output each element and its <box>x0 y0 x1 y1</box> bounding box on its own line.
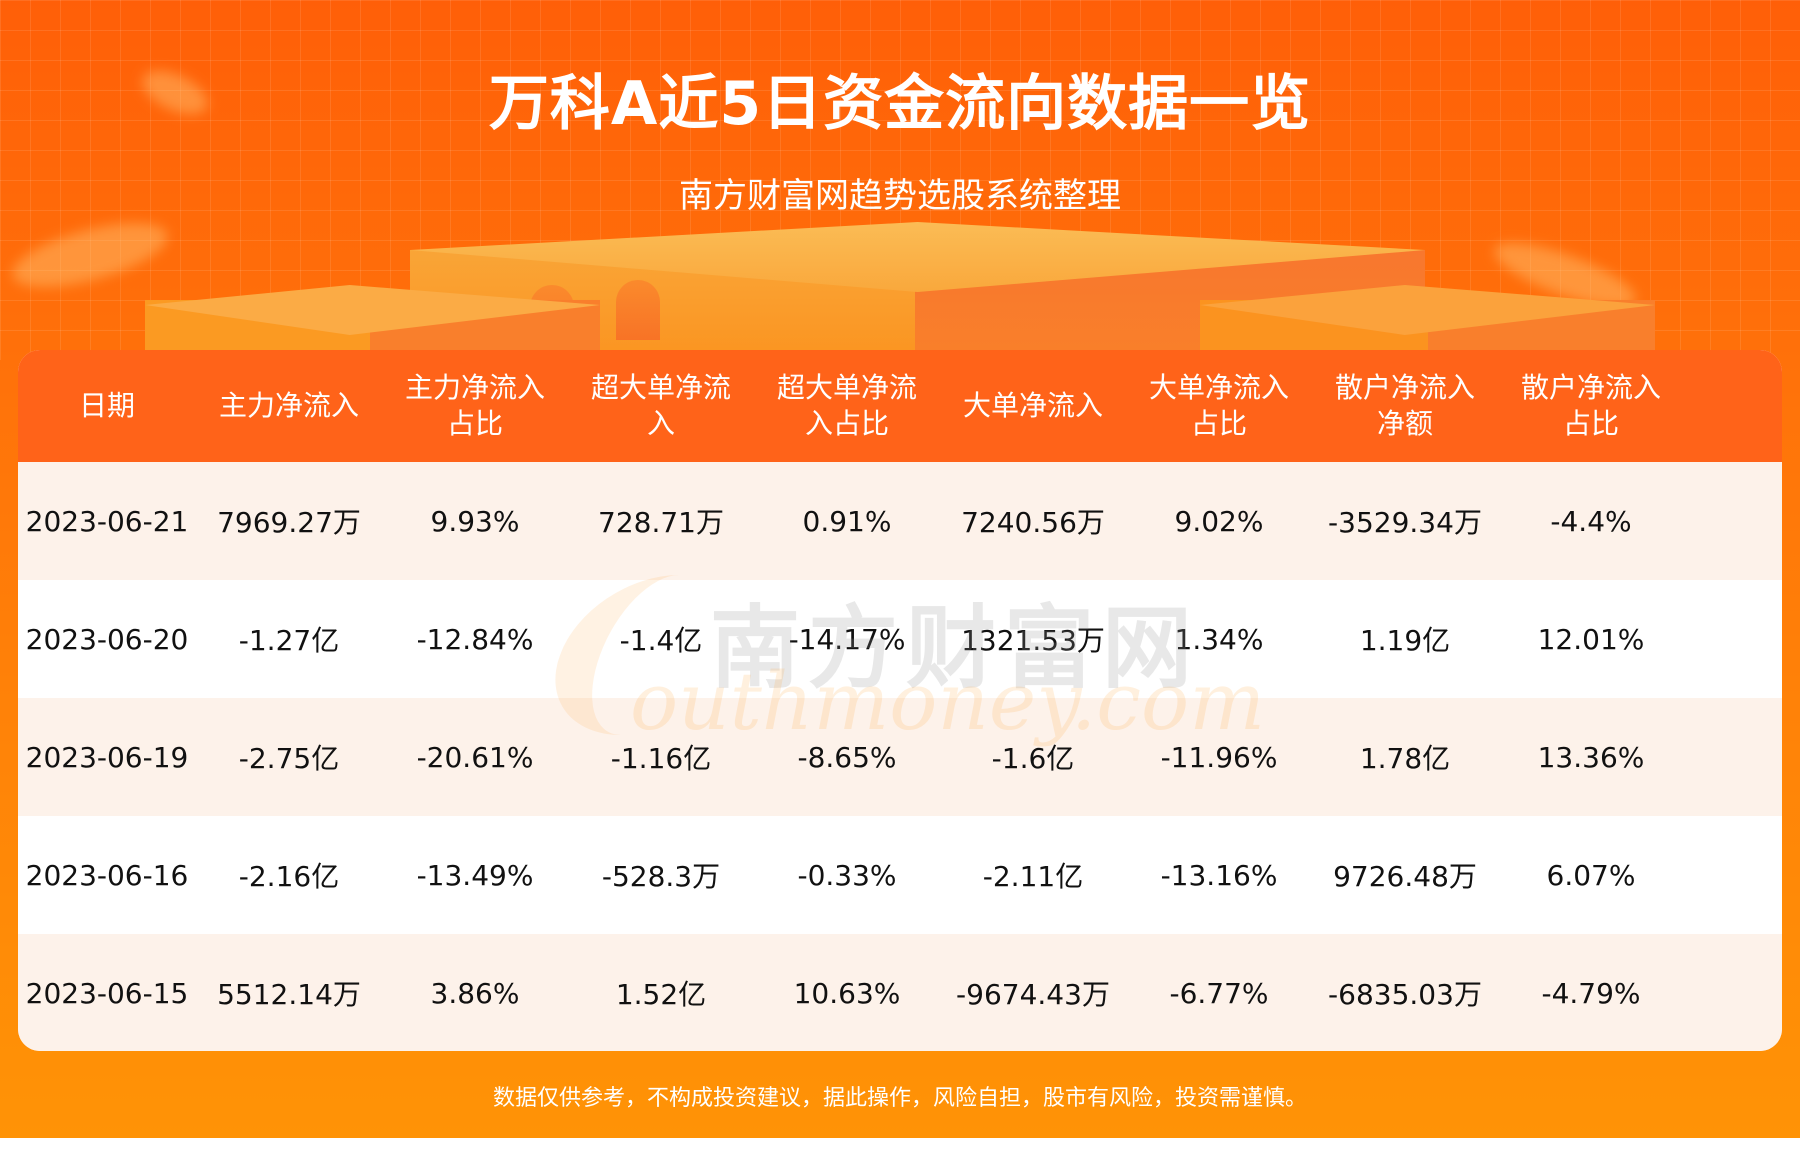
table-row: 2023-06-21 7969.27万 9.93% 728.71万 0.91% … <box>18 462 1782 580</box>
cell-xl-ratio: 10.63% <box>793 976 901 1010</box>
cell-xl-net: -1.4亿 <box>619 624 703 657</box>
page-subtitle: 南方财富网趋势选股系统整理 <box>679 176 1121 216</box>
disclaimer-text: 数据仅供参考，不构成投资建议，据此操作，风险自担，股市有风险，投资需谨慎。 <box>492 1086 1307 1111</box>
cell-large-net: -2.11亿 <box>982 860 1084 893</box>
column-header-large-net: 大单净流入 <box>962 389 1103 422</box>
cell-xl-net: -528.3万 <box>601 860 721 893</box>
cell-retail-net: 1.19亿 <box>1359 624 1451 657</box>
cell-main-ratio: -20.61% <box>416 740 534 774</box>
table-row: 2023-06-20 -1.27亿 -12.84% -1.4亿 -14.17% … <box>18 580 1782 698</box>
cell-retail-ratio: -4.79% <box>1541 976 1641 1010</box>
column-header-date: 日期 <box>78 389 135 422</box>
cell-main-ratio: -13.49% <box>416 858 534 892</box>
cell-large-ratio: 1.34% <box>1174 622 1264 656</box>
cell-date: 2023-06-15 <box>25 976 189 1010</box>
cell-large-ratio: 9.02% <box>1174 504 1264 538</box>
cell-date: 2023-06-21 <box>25 504 189 538</box>
cell-large-net: 1321.53万 <box>961 624 1105 657</box>
cell-main-net: 7969.27万 <box>217 506 361 539</box>
cell-retail-ratio: 6.07% <box>1546 858 1636 892</box>
cell-main-net: -2.16亿 <box>238 860 340 893</box>
cell-retail-net: 9726.48万 <box>1333 860 1477 893</box>
cell-main-ratio: 3.86% <box>430 976 520 1010</box>
cell-large-net: -9674.43万 <box>956 978 1110 1011</box>
cell-date: 2023-06-19 <box>25 740 189 774</box>
cell-xl-net: -1.16亿 <box>610 742 712 775</box>
cell-retail-ratio: 13.36% <box>1537 740 1645 774</box>
arch-decoration <box>616 280 660 340</box>
cell-large-ratio: -13.16% <box>1160 858 1278 892</box>
cell-xl-ratio: -14.17% <box>788 622 906 656</box>
cell-date: 2023-06-20 <box>25 622 189 656</box>
cell-xl-ratio: -8.65% <box>797 740 897 774</box>
cell-xl-net: 1.52亿 <box>615 978 707 1011</box>
cell-retail-ratio: 12.01% <box>1537 622 1645 656</box>
fund-flow-table: 日期 主力净流入 主力净流入 占比 超大单净流入 超大单净流 入占比 大单净流入 大… <box>18 350 1782 1051</box>
table-row: 2023-06-15 5512.14万 3.86% 1.52亿 10.63% -… <box>18 934 1782 1051</box>
page-title: 万科A近5日资金流向数据一览 <box>488 69 1312 139</box>
cell-xl-ratio: 0.91% <box>802 504 892 538</box>
cell-main-net: 5512.14万 <box>217 978 361 1011</box>
table-header: 日期 主力净流入 主力净流入 占比 超大单净流入 超大单净流 入占比 大单净流入 大… <box>18 350 1782 462</box>
cell-main-ratio: 9.93% <box>430 504 520 538</box>
cell-date: 2023-06-16 <box>25 858 189 892</box>
column-header-retail-ratio: 散户净流入 占比 <box>1520 371 1661 440</box>
cell-large-ratio: -11.96% <box>1160 740 1278 774</box>
cell-large-net: 7240.56万 <box>961 506 1105 539</box>
table-row: 2023-06-16 -2.16亿 -13.49% -528.3万 -0.33%… <box>18 816 1782 934</box>
column-header-main-ratio: 主力净流入 占比 <box>404 371 545 440</box>
cell-retail-net: -6835.03万 <box>1328 978 1482 1011</box>
cell-large-ratio: -6.77% <box>1169 976 1269 1010</box>
column-header-xl-ratio: 超大单净流 入占比 <box>776 371 917 440</box>
cell-main-net: -1.27亿 <box>238 624 340 657</box>
cell-main-ratio: -12.84% <box>416 622 534 656</box>
column-header-xl-net: 超大单净流入 <box>590 371 731 440</box>
cell-main-net: -2.75亿 <box>238 742 340 775</box>
cell-large-net: -1.6亿 <box>991 742 1075 775</box>
cell-xl-net: 728.71万 <box>598 506 724 539</box>
cell-retail-net: 1.78亿 <box>1359 742 1451 775</box>
column-header-large-ratio: 大单净流入 占比 <box>1148 371 1289 440</box>
column-header-retail-net: 散户净流入 净额 <box>1334 371 1475 440</box>
cell-retail-ratio: -4.4% <box>1550 504 1632 538</box>
cell-retail-net: -3529.34万 <box>1328 506 1482 539</box>
cell-xl-ratio: -0.33% <box>797 858 897 892</box>
table-row: 2023-06-19 -2.75亿 -20.61% -1.16亿 -8.65% … <box>18 698 1782 816</box>
column-header-main-net: 主力净流入 <box>218 389 359 422</box>
